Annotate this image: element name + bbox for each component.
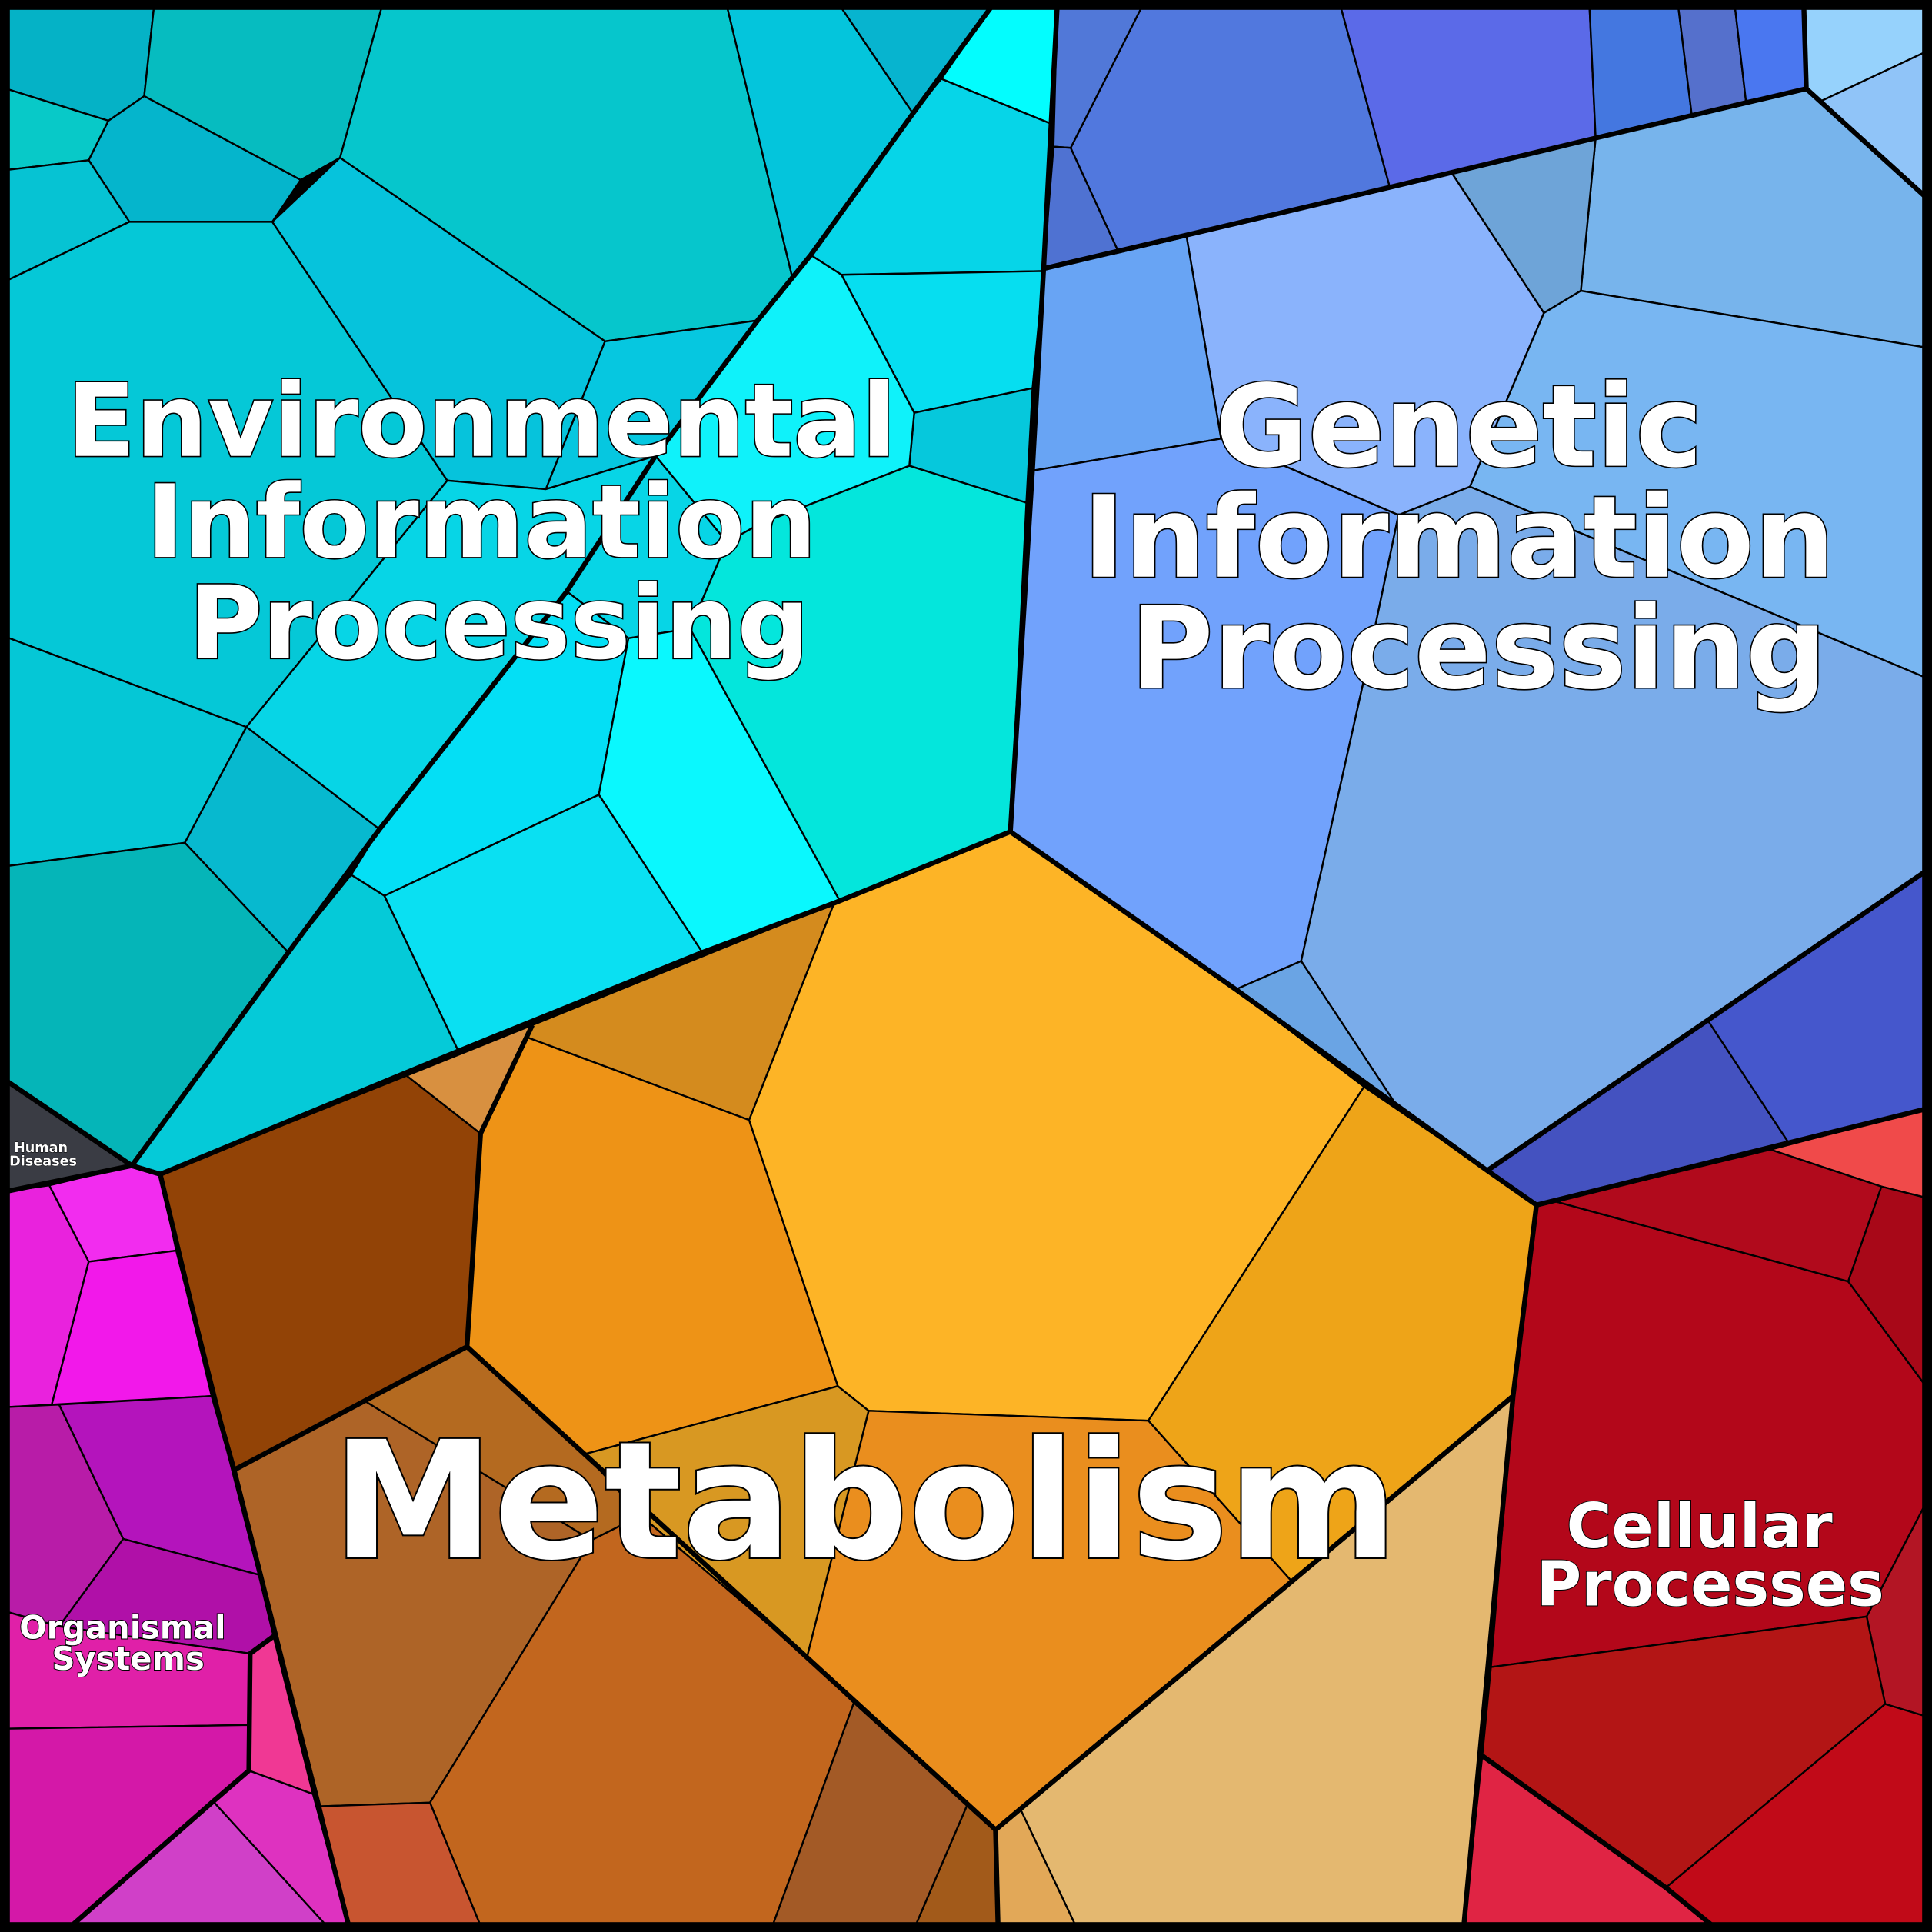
border-genetic-inner [1043, 5, 1809, 271]
border-genetic-inner2 [1804, 86, 1928, 199]
border-metabolism-inner2 [464, 1024, 535, 1347]
gen-cell [1734, 5, 1807, 102]
labels-layer: Environmental Information Processing Gen… [9, 359, 1885, 1678]
border-env-genetic [1008, 5, 1060, 832]
label-genetic: Genetic Information Processing [1083, 361, 1874, 715]
border-genetic-inner3 [1485, 868, 1927, 1173]
border-env-inner [129, 5, 994, 1168]
label-organismal: Organismal Systems [19, 1609, 237, 1677]
gen-cell [1031, 235, 1222, 472]
border-metabolism-inner [232, 1344, 1515, 1833]
border-metabolism-inner3 [993, 1829, 1001, 1927]
label-cellular: Cellular Processes [1536, 1491, 1884, 1620]
cells-layer [5, 5, 1927, 1927]
border-organismal-inner [69, 1634, 275, 1928]
border-metabolism-organismal [5, 1163, 351, 1927]
label-environmental: Environmental Information Processing [67, 362, 931, 682]
label-human-diseases: Human Diseases [9, 1141, 77, 1170]
label-metabolism: Metabolism [332, 1407, 1397, 1596]
border-cellular-inner [1481, 1754, 1714, 1928]
